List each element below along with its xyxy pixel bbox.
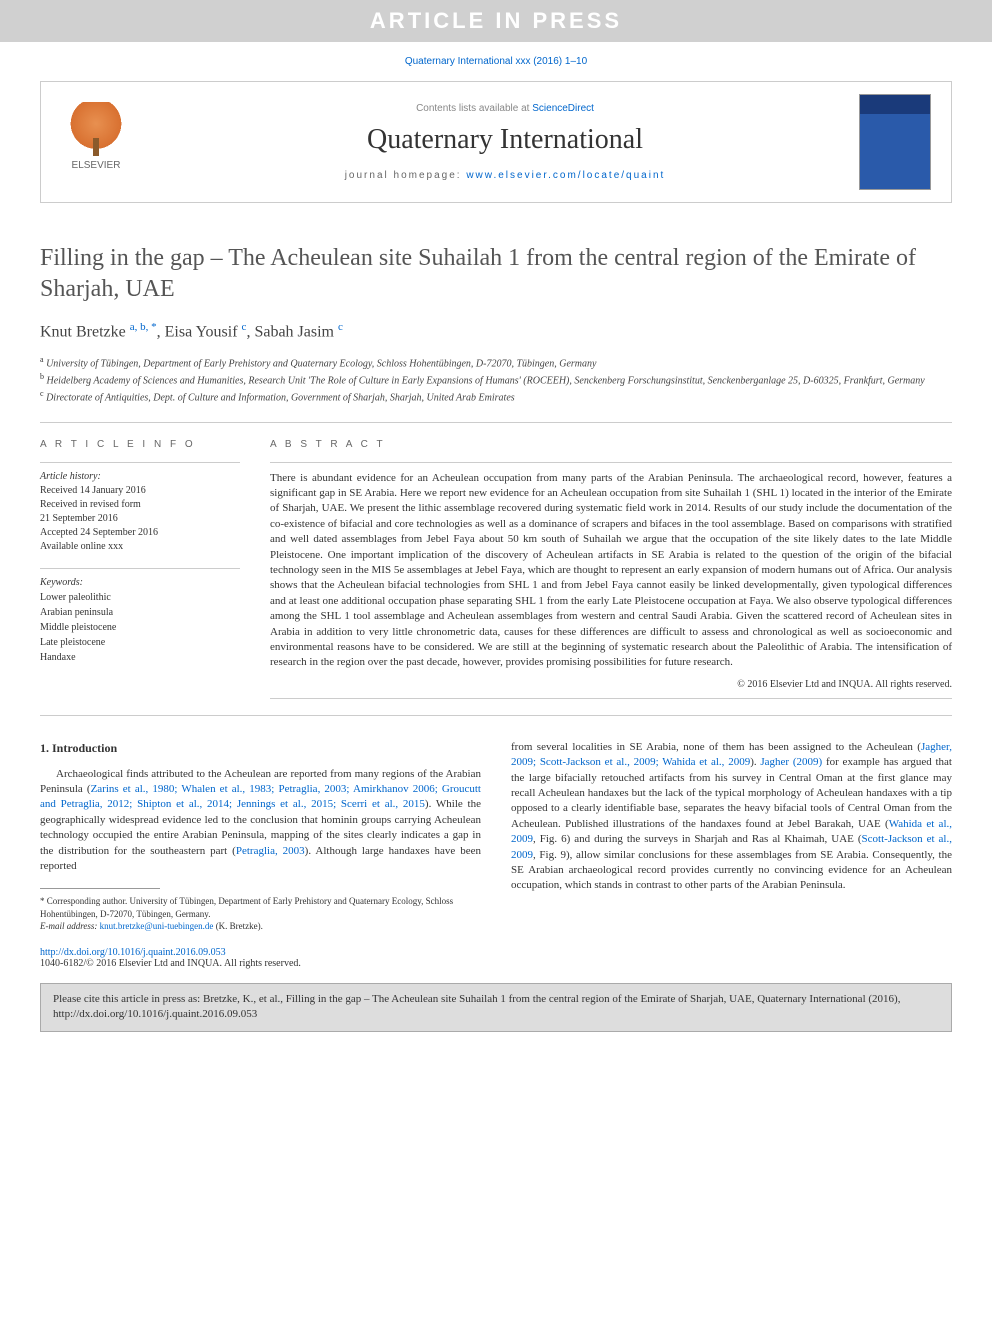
article-info-column: A R T I C L E I N F O Article history: R… — [40, 439, 240, 699]
journal-name: Quaternary International — [151, 124, 859, 156]
header-center: Contents lists available at ScienceDirec… — [151, 103, 859, 181]
article-title: Filling in the gap – The Acheulean site … — [40, 243, 952, 305]
journal-homepage: journal homepage: www.elsevier.com/locat… — [151, 170, 859, 181]
elsevier-tree-icon — [69, 102, 123, 156]
affiliation-a: University of Tübingen, Department of Ea… — [46, 358, 596, 369]
intro-right-1: from several localities in SE Arabia, no… — [511, 741, 921, 753]
footnote-separator — [40, 888, 160, 889]
homepage-link[interactable]: www.elsevier.com/locate/quaint — [466, 170, 665, 181]
journal-cover-thumbnail — [859, 94, 931, 190]
history-label: Article history: — [40, 471, 240, 482]
divider — [40, 422, 952, 423]
cite-this-article-box: Please cite this article in press as: Br… — [40, 983, 952, 1032]
info-abstract-row: A R T I C L E I N F O Article history: R… — [40, 439, 952, 699]
article-in-press-banner: ARTICLE IN PRESS — [0, 0, 992, 42]
divider-2 — [40, 715, 952, 716]
abstract-heading: A B S T R A C T — [270, 439, 952, 450]
intro-heading: 1. Introduction — [40, 740, 481, 757]
intro-para-left: Archaeological finds attributed to the A… — [40, 767, 481, 875]
abstract-column: A B S T R A C T There is abundant eviden… — [270, 439, 952, 699]
top-citation: Quaternary International xxx (2016) 1–10 — [0, 42, 992, 81]
email-link[interactable]: knut.bretzke@uni-tuebingen.de — [100, 921, 214, 931]
contents-prefix: Contents lists available at — [416, 103, 532, 114]
author-1-name: Knut Bretzke — [40, 324, 126, 341]
elsevier-logo: ELSEVIER — [61, 102, 131, 182]
sciencedirect-link[interactable]: ScienceDirect — [532, 103, 594, 114]
article-info-heading: A R T I C L E I N F O — [40, 439, 240, 450]
keywords-label: Keywords: — [40, 577, 240, 588]
corresponding-footnote: * Corresponding author. University of Tü… — [40, 895, 481, 933]
issn-line: 1040-6182/© 2016 Elsevier Ltd and INQUA.… — [40, 958, 952, 969]
authors-line: Knut Bretzke a, b, *, Eisa Yousif c, Sab… — [40, 321, 952, 341]
intro-right-5: , Fig. 9), allow similar conclusions for… — [511, 849, 952, 892]
contents-available: Contents lists available at ScienceDirec… — [151, 103, 859, 114]
author-3-name: Sabah Jasim — [254, 324, 334, 341]
left-column: 1. Introduction Archaeological finds att… — [40, 740, 481, 933]
body-columns: 1. Introduction Archaeological finds att… — [40, 740, 952, 933]
intro-right-2: ). — [750, 756, 760, 768]
abstract-copyright: © 2016 Elsevier Ltd and INQUA. All right… — [270, 679, 952, 690]
affiliation-c: Directorate of Antiquities, Dept. of Cul… — [46, 393, 515, 404]
intro-refs-2[interactable]: Petraglia, 2003 — [236, 845, 305, 857]
email-label: E-mail address: — [40, 921, 100, 931]
journal-header: ELSEVIER Contents lists available at Sci… — [40, 81, 952, 203]
doi-block: http://dx.doi.org/10.1016/j.quaint.2016.… — [40, 947, 952, 969]
elsevier-label: ELSEVIER — [72, 160, 121, 171]
intro-para-right: from several localities in SE Arabia, no… — [511, 740, 952, 894]
footnote-star: * Corresponding author. University of Tü… — [40, 895, 481, 920]
author-3-sup: c — [338, 321, 343, 333]
right-column: from several localities in SE Arabia, no… — [511, 740, 952, 933]
intro-right-4: , Fig. 6) and during the surveys in Shar… — [533, 833, 862, 845]
keywords-list: Lower paleolithic Arabian peninsula Midd… — [40, 590, 240, 665]
affiliations: a University of Tübingen, Department of … — [40, 354, 952, 406]
homepage-label: journal homepage: — [345, 170, 467, 181]
abstract-text: There is abundant evidence for an Acheul… — [270, 471, 952, 671]
email-suffix: (K. Bretzke). — [213, 921, 262, 931]
author-2-name: Eisa Yousif — [165, 324, 238, 341]
affiliation-b: Heidelberg Academy of Sciences and Human… — [47, 375, 925, 386]
doi-link[interactable]: http://dx.doi.org/10.1016/j.quaint.2016.… — [40, 947, 226, 958]
intro-refs-1[interactable]: Zarins et al., 1980; Whalen et al., 1983… — [40, 783, 481, 810]
history-text: Received 14 January 2016 Received in rev… — [40, 484, 240, 554]
author-1-sup: a, b, * — [130, 321, 157, 333]
author-2-sup: c — [242, 321, 247, 333]
intro-right-refs-2[interactable]: Jagher (2009) — [760, 756, 822, 768]
